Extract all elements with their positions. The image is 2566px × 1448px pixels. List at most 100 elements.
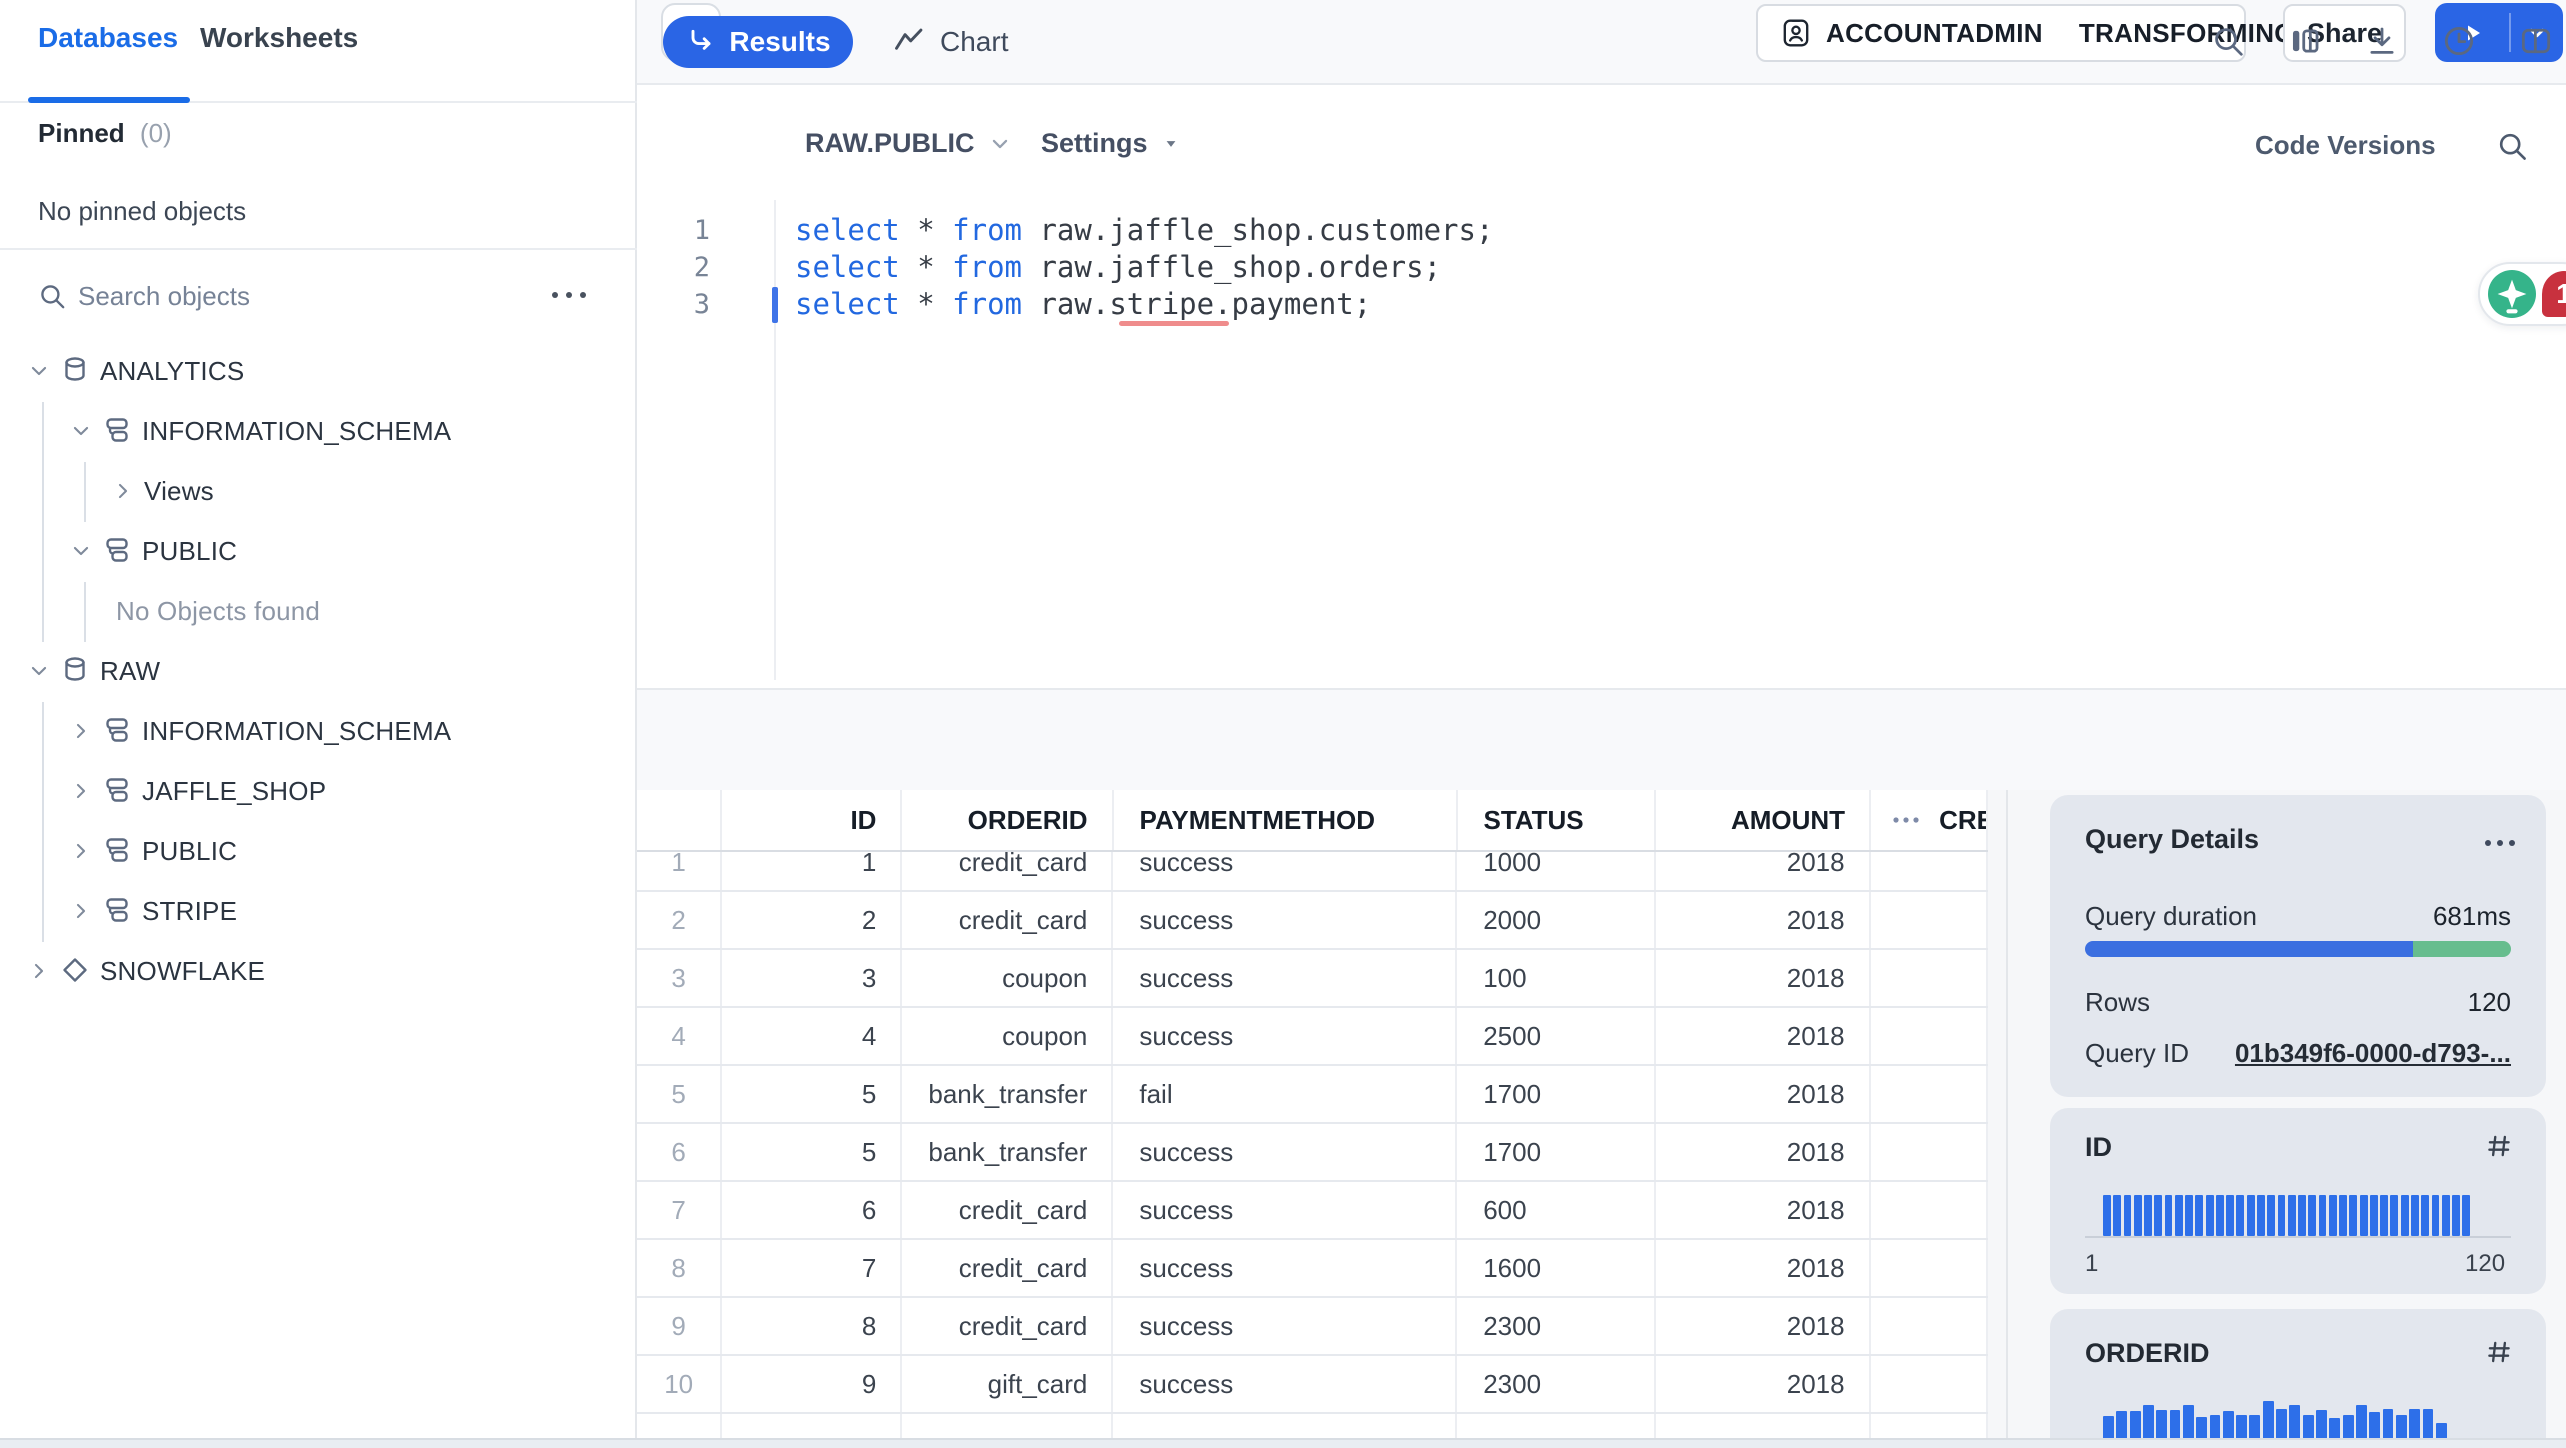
query-id-label: Query ID [2085,1038,2190,1068]
gutter-divider [774,200,776,680]
column-header-orderid[interactable]: ORDERID [902,790,1114,850]
tree-item-analytics[interactable]: ANALYTICS [0,341,637,401]
histogram-bar [2174,1195,2183,1236]
histogram-bar [2262,1401,2274,1441]
download-icon[interactable] [2363,22,2401,60]
chevron-right-icon[interactable] [110,478,136,504]
table-row[interactable]: 4 4 coupon success 2500 2018 [637,1008,1988,1066]
tree-item-information-schema[interactable]: INFORMATION_SCHEMA [0,401,637,461]
more-options-icon[interactable] [545,280,593,312]
tree-item-snowflake[interactable]: SNOWFLAKE [0,941,637,1001]
histogram-bar [2276,1409,2287,1441]
table-row[interactable]: 5 5 bank_transfer fail 1700 2018 [637,1066,1988,1124]
tab-worksheets[interactable]: Worksheets [200,22,359,53]
histogram-bar [2390,1195,2399,1236]
horizontal-scrollbar[interactable] [0,1438,2566,1448]
histogram-bar [2236,1195,2245,1236]
column-header-row-number[interactable] [637,790,723,850]
column-header-amount[interactable]: AMOUNT [1656,790,1872,850]
card-more-icon[interactable] [2480,828,2520,858]
table-row[interactable]: 6 5 bank_transfer success 1700 2018 [637,1124,1988,1182]
chevron-right-icon[interactable] [26,958,52,984]
tree-item-public[interactable]: PUBLIC [0,821,637,881]
numeric-column-icon[interactable] [2483,1336,2515,1368]
chevron-down-icon[interactable] [26,658,52,684]
tab-databases[interactable]: Databases [38,22,179,53]
histogram-bar [2133,1195,2142,1236]
rows-label: Rows [2085,987,2151,1017]
histogram-bar [2169,1410,2181,1441]
chevron-right-icon[interactable] [68,718,94,744]
chevron-down-icon[interactable] [68,418,94,444]
histogram-bar [2164,1195,2173,1236]
database-context-dropdown[interactable]: RAW.PUBLIC [805,128,1013,159]
settings-dropdown[interactable]: Settings [1041,128,1182,159]
column-header-label: STATUS [1483,804,1584,835]
table-cell: success [1113,1124,1458,1180]
suggestions-pill[interactable]: 1 [2478,262,2566,326]
histogram-bar [2156,1410,2168,1441]
code-versions-link[interactable]: Code Versions [2255,130,2436,160]
table-row[interactable]: 10 9 gift_card success 2300 2018 [637,1356,1988,1414]
columns-icon[interactable] [2286,22,2324,60]
tree-item-public[interactable]: PUBLIC [0,521,637,581]
histogram-bar [2256,1195,2265,1236]
table-cell [1871,1414,1988,1438]
table-row[interactable]: 3 3 coupon success 100 2018 [637,950,1988,1008]
row-number-cell: 3 [637,950,723,1006]
table-cell: 2018 [1656,1066,1871,1122]
table-cell: 2018 [1656,1124,1871,1180]
query-id-link[interactable]: 01b349f6-0000-d793-... [2234,1038,2511,1068]
session-context-button[interactable]: ACCOUNTADMIN TRANSFORMING [1756,4,2294,62]
settings-label: Settings [1041,128,1148,158]
chevron-right-icon[interactable] [68,898,94,924]
histogram-bar [2103,1195,2111,1236]
chevron-down-icon[interactable] [68,538,94,564]
history-clock-icon[interactable] [2440,22,2478,60]
table-cell: 1700 [1457,1066,1656,1122]
code-line[interactable]: select * from raw.stripe.payment; [795,286,1371,323]
column-header-status[interactable]: STATUS [1458,790,1657,850]
column-header-created[interactable]: CREATED [1871,790,1988,850]
share-button[interactable]: Share [2283,4,2406,62]
tree-item-information-schema[interactable]: INFORMATION_SCHEMA [0,701,637,761]
table-row[interactable]: 2 2 credit_card success 2000 2018 [637,892,1988,950]
tab-chart[interactable]: Chart [892,16,1008,68]
database-icon [60,355,92,387]
database-icon [60,655,92,687]
id-axis-max: 120 [2465,1250,2506,1277]
row-number-cell: 7 [637,1182,723,1238]
table-row[interactable]: 8 7 credit_card success 1600 2018 [637,1240,1988,1298]
table-row[interactable]: 7 6 credit_card success 600 2018 [637,1182,1988,1240]
code-line[interactable]: select * from raw.jaffle_shop.orders; [795,249,1441,286]
duration-progress-bar[interactable] [2085,941,2511,957]
column-header-paymentmethod[interactable]: PAYMENTMETHOD [1114,790,1458,850]
notification-badge: 1 [2542,271,2566,317]
sql-editor[interactable] [637,182,2566,688]
chevron-right-icon[interactable] [68,778,94,804]
tree-item-jaffle-shop[interactable]: JAFFLE_SHOP [0,761,637,821]
panel-divider[interactable] [2006,790,2008,1448]
tree-item-views[interactable]: Views [0,461,637,521]
column-menu-icon[interactable] [1889,805,1923,835]
search-results-icon[interactable] [2209,22,2247,60]
editor-search-icon[interactable] [2494,128,2530,164]
table-row[interactable]: 9 8 credit_card success 2300 2018 [637,1298,1988,1356]
numeric-column-icon[interactable] [2483,1130,2515,1162]
error-underline [1119,321,1229,326]
chevron-right-icon[interactable] [68,838,94,864]
tree-item-no-objects-found[interactable]: No Objects found [0,581,637,641]
tab-results[interactable]: Results [663,16,853,68]
split-panel-icon[interactable] [2517,22,2555,60]
chevron-down-icon[interactable] [26,358,52,384]
table-cell: 7 [722,1240,903,1296]
pinned-count: (0) [139,118,172,148]
code-line[interactable]: select * from raw.jaffle_shop.customers; [795,212,1493,249]
row-number-cell: 9 [637,1298,723,1354]
search-objects-input[interactable] [78,276,458,316]
table-row[interactable] [637,1414,1988,1438]
histogram-bar [2298,1195,2306,1236]
column-header-id[interactable]: ID [722,790,903,850]
tree-item-stripe[interactable]: STRIPE [0,881,637,941]
tree-item-raw[interactable]: RAW [0,641,637,701]
